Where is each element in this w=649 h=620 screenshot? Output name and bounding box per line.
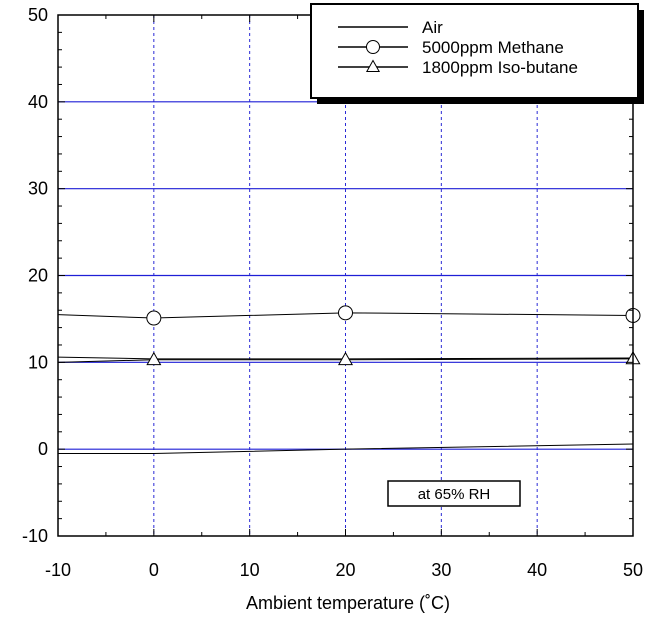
y-tick-label: 50 [28,5,48,25]
y-tick-label: 30 [28,179,48,199]
legend-circle-icon [366,40,380,54]
legend-label-2: 1800ppm Iso-butane [422,58,578,77]
legend-triangle-icon [365,59,381,73]
triangle-marker [146,351,162,366]
circle-marker [146,310,162,326]
x-tick-label: 20 [335,560,355,580]
x-tick-label: 30 [431,560,451,580]
x-tick-label: 40 [527,560,547,580]
x-tick-label: -10 [45,560,71,580]
series-line-0 [58,443,634,455]
annotation-text: at 65% RH [418,486,491,503]
series-line-3 [57,356,634,360]
axis-ticks [57,14,634,537]
annotation-box: at 65% RH [387,480,521,507]
y-tick-label: 0 [38,439,48,459]
circle-marker [338,305,353,321]
y-tick-label: 20 [28,266,48,286]
legend-label-0: Air [422,18,443,37]
x-tick-label: 50 [623,560,643,580]
y-tick-label: 10 [28,352,48,372]
series-line-1 [57,312,634,319]
x-tick-label: 10 [240,560,260,580]
y-tick-label: 40 [28,92,48,112]
tick-labels: -10 0 10 20 30 40 50 -10 0 10 20 30 40 50 [22,5,643,580]
y-tick-label: -10 [22,526,48,546]
legend-label-1: 5000ppm Methane [422,38,564,57]
triangle-marker [337,351,354,366]
series-line-2 [57,358,634,363]
x-tick-label: 0 [149,560,159,580]
data-lines [57,312,634,455]
x-axis-label: Ambient temperature (˚C) [246,593,450,613]
